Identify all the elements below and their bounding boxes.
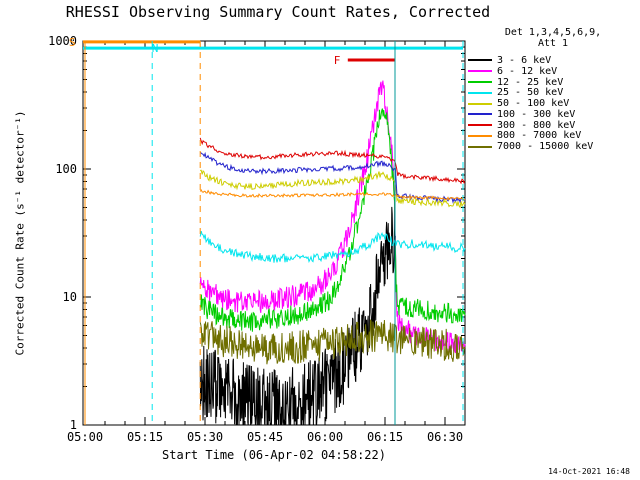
legend-label: 25 - 50 keV	[497, 87, 564, 99]
legend-header-attenuator: Att 1	[537, 38, 569, 49]
y-tick-label: 10	[63, 290, 77, 304]
legend-entry: 7000 - 15000 keV	[468, 141, 638, 152]
x-tick-label: 06:00	[307, 430, 343, 444]
legend-label: 300 - 800 keV	[497, 119, 576, 131]
legend-color-swatch	[468, 113, 492, 116]
legend-label: 12 - 25 keV	[497, 76, 564, 88]
legend-entry: 50 - 100 keV	[468, 98, 638, 109]
legend-entry: 300 - 800 keV	[468, 120, 638, 131]
legend-entry: 3 - 6 keV	[468, 55, 638, 66]
legend-color-swatch	[468, 80, 492, 83]
legend-entries: 3 - 6 keV 6 - 12 keV 12 - 25 keV 25 - 50 ke…	[468, 55, 638, 152]
y-tick-label: 1	[70, 418, 77, 432]
legend-color-swatch	[468, 91, 492, 94]
axes: 05:00 05:15 05:30 05:45 06:00 06:15 06:30 1 10 10…	[48, 34, 466, 444]
legend-label: 7000 - 15000 keV	[497, 141, 594, 153]
x-tick-label: 05:30	[187, 430, 223, 444]
flag-label-S: S	[69, 36, 76, 49]
legend-header-detectors: Det 1,3,4,5,6,9,	[504, 27, 602, 38]
legend-label: 800 - 7000 keV	[497, 130, 582, 142]
series-12-25keV	[199, 108, 466, 332]
legend-color-swatch	[468, 102, 492, 105]
flag-label-N: N	[152, 42, 159, 55]
series-800-7000keV	[199, 189, 466, 202]
legend-color-swatch	[468, 124, 492, 127]
legend-label: 6 - 12 keV	[497, 65, 558, 77]
legend-label: 50 - 100 keV	[497, 98, 570, 110]
x-tick-label: 05:45	[247, 430, 283, 444]
legend-entry: 12 - 25 keV	[468, 77, 638, 88]
series	[199, 80, 466, 426]
legend-entry: 25 - 50 keV	[468, 87, 638, 98]
x-tick-label: 06:30	[427, 430, 463, 444]
x-tick-label: 06:15	[367, 430, 403, 444]
legend-color-swatch	[468, 134, 492, 137]
series-25-50keV	[199, 230, 466, 264]
legend-entry: 6 - 12 keV	[468, 66, 638, 77]
legend-color-swatch	[468, 59, 492, 62]
y-tick-label: 1000	[48, 34, 77, 48]
event-lines	[84, 41, 464, 425]
legend-color-swatch	[468, 145, 492, 148]
legend-label: 100 - 300 keV	[497, 108, 576, 120]
series-3-6keV	[199, 200, 396, 426]
x-tick-label: 05:15	[127, 430, 163, 444]
series-100-300keV	[199, 151, 466, 204]
x-axis-label: Start Time (06-Apr-02 04:58:22)	[162, 448, 386, 462]
x-tick-label: 05:00	[67, 430, 103, 444]
flag-label-F: F	[334, 54, 341, 67]
chart-title: RHESSI Observing Summary Count Rates, Co…	[65, 3, 491, 21]
legend-entry: 100 - 300 keV	[468, 109, 638, 120]
y-tick-label: 100	[55, 162, 77, 176]
creation-timestamp: 14-Oct-2021 16:48	[548, 467, 630, 476]
series-300-800keV	[199, 137, 466, 185]
series-7000-15000keV	[199, 319, 466, 365]
legend-label: 3 - 6 keV	[497, 54, 552, 66]
legend-color-swatch	[468, 70, 492, 73]
series-6-12keV	[199, 80, 466, 354]
flag-bars: S N F	[69, 36, 463, 67]
legend-entry: 800 - 7000 keV	[468, 130, 638, 142]
series-50-100keV	[200, 169, 466, 209]
legend: Det 1,3,4,5,6,9, Att 1 3 - 6 keV 6 - 12 k…	[468, 27, 638, 152]
